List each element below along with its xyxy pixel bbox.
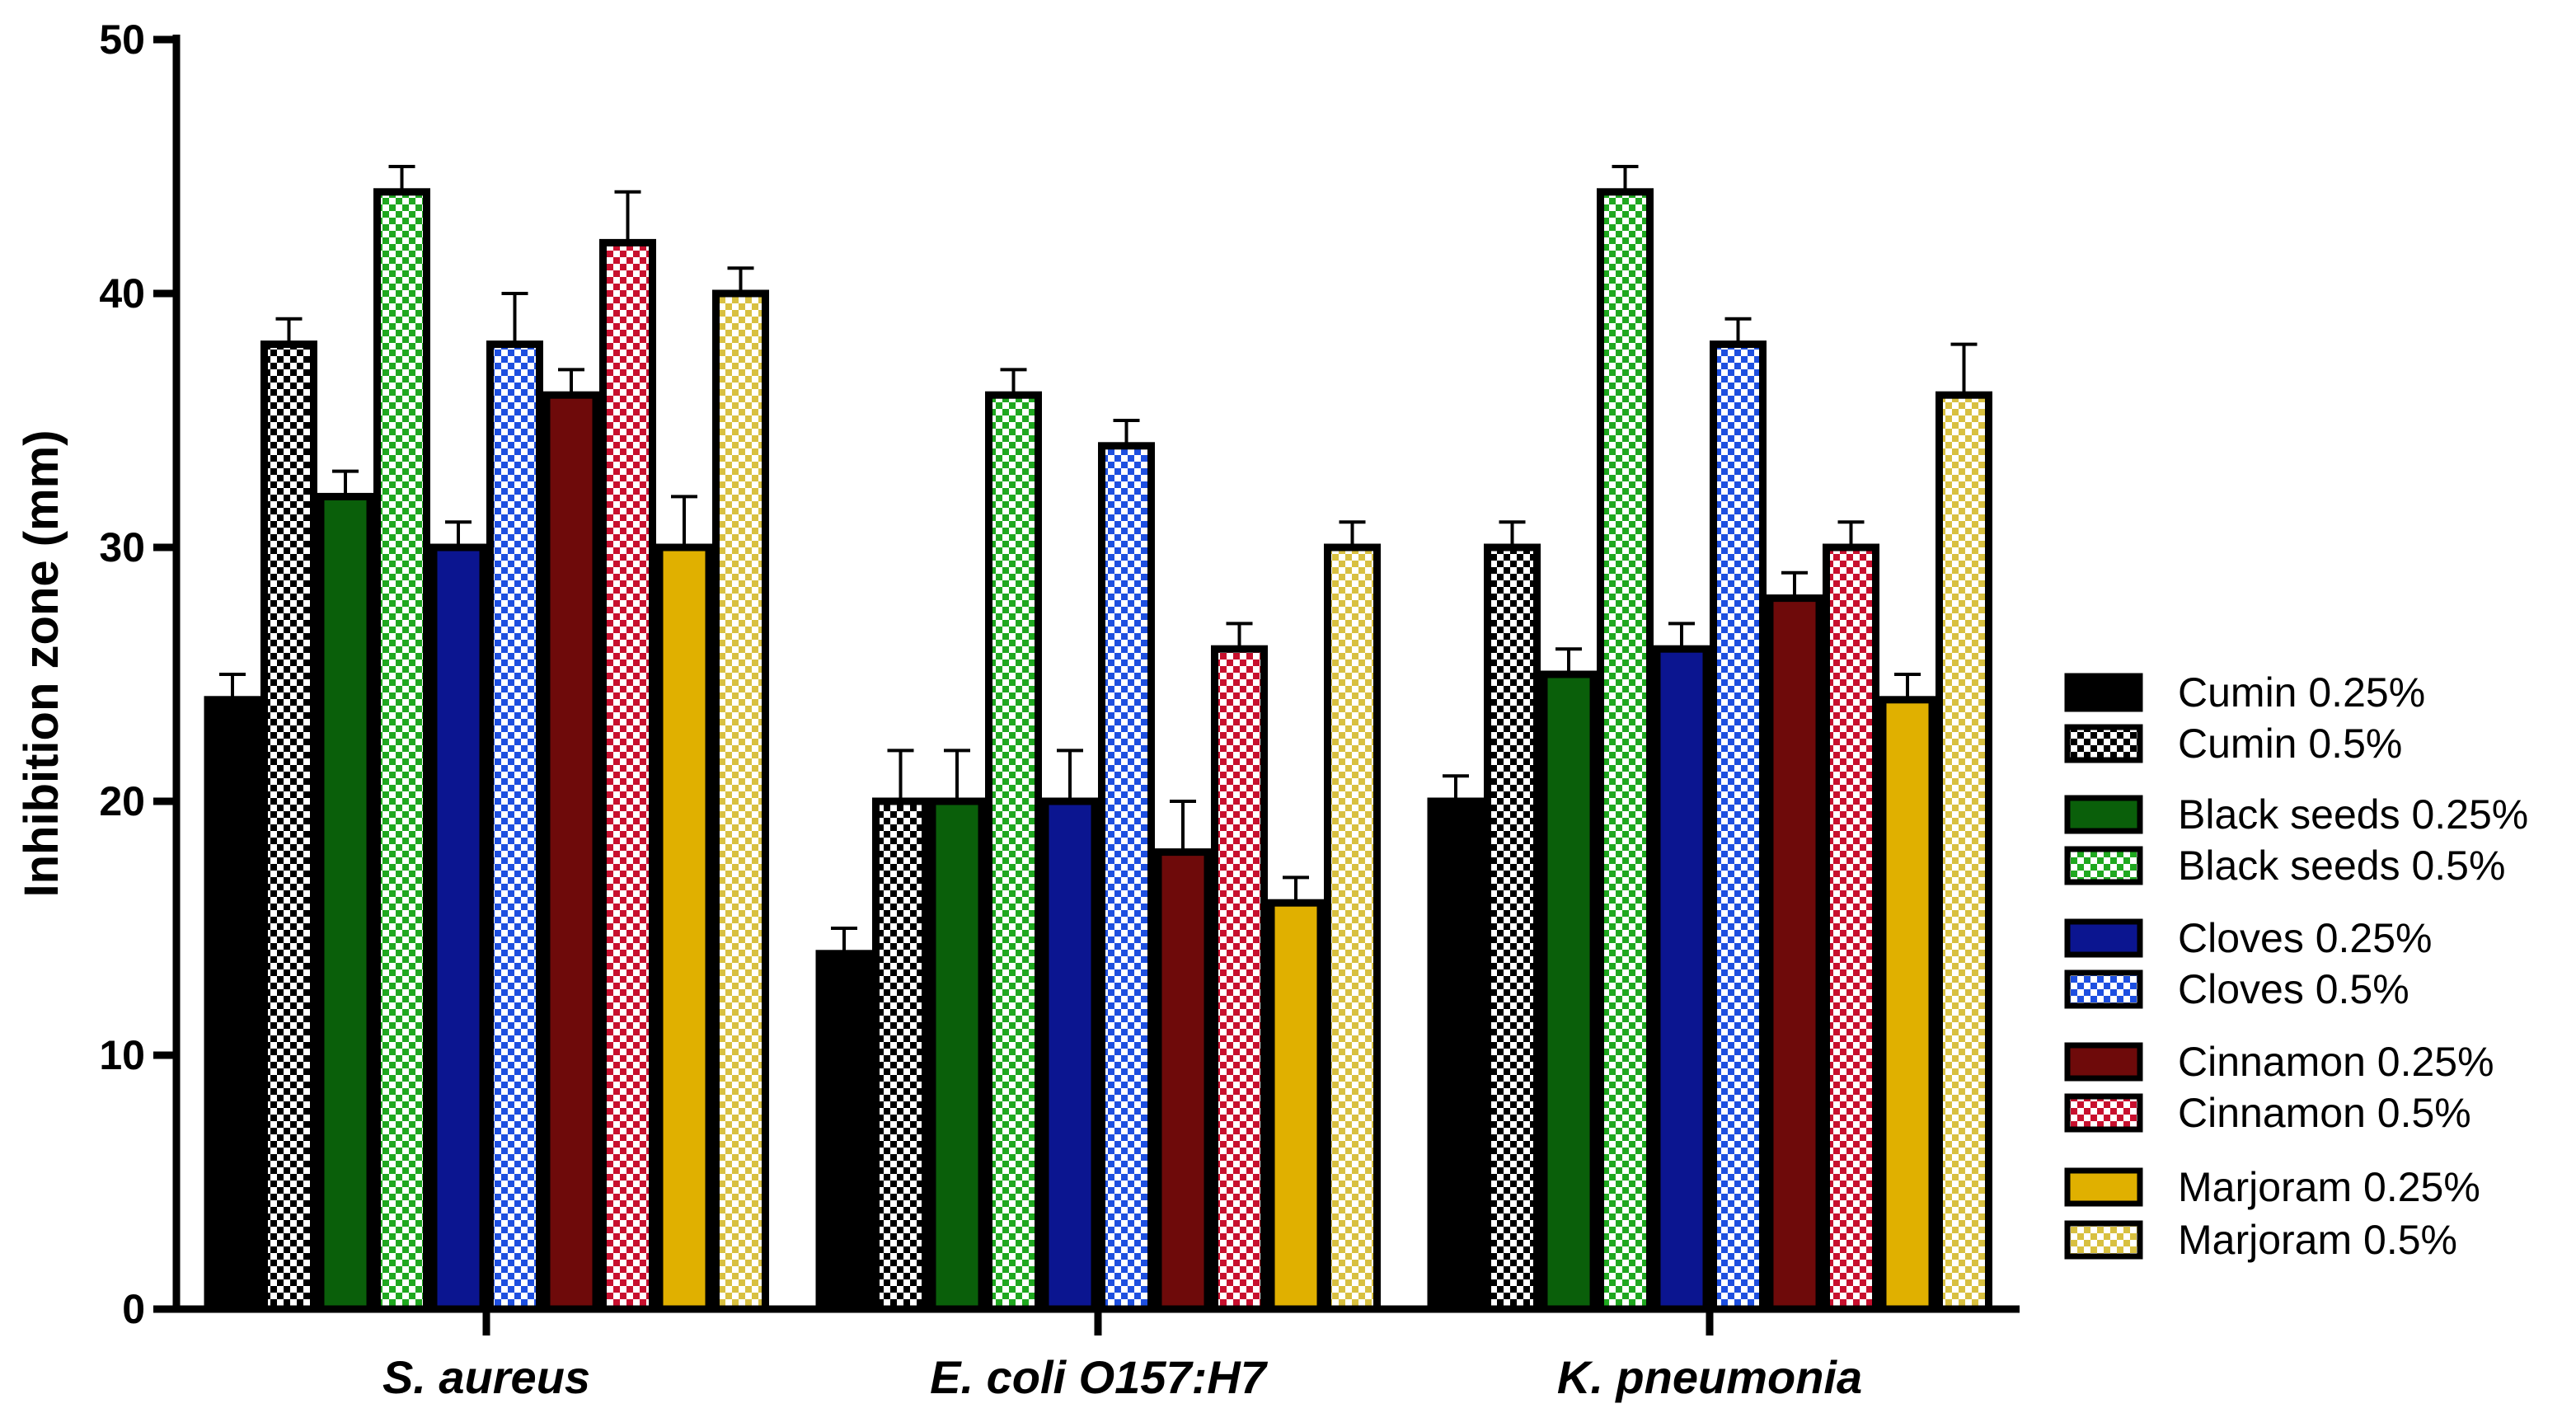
bar-cloves-0-5-s-aureus	[486, 340, 543, 1313]
bars-layer	[204, 165, 1992, 1313]
bar-cloves-0-5-k-pneumonia	[1710, 340, 1767, 1313]
bar-marjoram-0-5-e-coli-o157-h7	[1324, 543, 1381, 1313]
x-category-label-e-coli-o157-h7: E. coli O157:H7	[930, 1351, 1269, 1403]
legend-label-cloves-0-25: Cloves 0.25%	[2178, 915, 2433, 961]
y-tick-label-30: 30	[99, 524, 145, 570]
bar-cinnamon-0-25-k-pneumonia	[1766, 594, 1823, 1313]
bar-marjoram-0-5-s-aureus	[712, 289, 769, 1313]
legend-item-cinnamon-0-25: Cinnamon 0.25%	[2064, 1039, 2494, 1085]
legend-swatch-marjoram-0-5	[2064, 1220, 2143, 1260]
bar-cumin-0-25-s-aureus	[204, 696, 261, 1313]
bar-cumin-0-5-k-pneumonia	[1484, 543, 1541, 1313]
y-tick-label-10: 10	[99, 1032, 145, 1078]
legend-swatch-cinnamon-0-25	[2064, 1042, 2143, 1082]
legend-label-cinnamon-0-25: Cinnamon 0.25%	[2178, 1039, 2494, 1085]
bar-black-seeds-0-5-e-coli-o157-h7	[985, 391, 1042, 1313]
bar-black-seeds-0-25-e-coli-o157-h7	[928, 797, 986, 1313]
bar-cinnamon-0-5-e-coli-o157-h7	[1211, 645, 1268, 1313]
bar-cloves-0-25-s-aureus	[429, 543, 487, 1313]
bar-cinnamon-0-25-e-coli-o157-h7	[1154, 848, 1212, 1313]
bar-cumin-0-25-e-coli-o157-h7	[815, 950, 873, 1313]
legend-item-marjoram-0-25: Marjoram 0.25%	[2064, 1164, 2480, 1210]
bar-black-seeds-0-25-s-aureus	[317, 492, 374, 1313]
bar-marjoram-0-25-e-coli-o157-h7	[1267, 899, 1325, 1313]
bar-black-seeds-0-5-k-pneumonia	[1597, 188, 1654, 1313]
legend-item-marjoram-0-5: Marjoram 0.5%	[2064, 1217, 2457, 1263]
x-category-label-s-aureus: S. aureus	[382, 1351, 590, 1403]
legend-label-cinnamon-0-5: Cinnamon 0.5%	[2178, 1090, 2471, 1136]
legend-swatch-marjoram-0-25	[2064, 1167, 2143, 1207]
y-tick-label-0: 0	[122, 1286, 145, 1332]
axes-layer: 0 10 20 30 40 50 S. aureus E. coli O157:H7 K. pn…	[99, 16, 2020, 1403]
legend-label-marjoram-0-5: Marjoram 0.5%	[2178, 1217, 2457, 1263]
bar-cloves-0-25-k-pneumonia	[1653, 645, 1710, 1313]
legend-swatch-cumin-0-25	[2064, 673, 2143, 712]
legend-label-black-seeds-0-5: Black seeds 0.5%	[2178, 843, 2505, 889]
legend-item-cloves-0-5: Cloves 0.5%	[2064, 966, 2409, 1012]
legend-swatch-black-seeds-0-5	[2064, 846, 2143, 885]
x-category-label-k-pneumonia: K. pneumonia	[1557, 1351, 1862, 1403]
y-axis-label: Inhibition zone (mm)	[15, 430, 68, 897]
legend-swatch-black-seeds-0-25	[2064, 795, 2143, 834]
legend-item-cloves-0-25: Cloves 0.25%	[2064, 915, 2433, 961]
y-tick-label-20: 20	[99, 778, 145, 824]
bar-marjoram-0-25-s-aureus	[655, 543, 713, 1313]
legend-label-black-seeds-0-25: Black seeds 0.25%	[2178, 791, 2528, 838]
legend-label-cumin-0-5: Cumin 0.5%	[2178, 721, 2402, 767]
legend-swatch-cloves-0-25	[2064, 918, 2143, 958]
bar-cloves-0-5-e-coli-o157-h7	[1098, 442, 1155, 1313]
legend-item-cinnamon-0-5: Cinnamon 0.5%	[2064, 1090, 2471, 1136]
legend-item-black-seeds-0-25: Black seeds 0.25%	[2064, 791, 2528, 838]
legend-item-cumin-0-25: Cumin 0.25%	[2064, 669, 2425, 716]
bar-black-seeds-0-5-s-aureus	[373, 188, 430, 1313]
legend: Cumin 0.25% Cumin 0.5% Black seeds 0.25% Bl…	[2064, 669, 2528, 1263]
legend-swatch-cinnamon-0-5	[2064, 1093, 2143, 1133]
bar-marjoram-0-5-k-pneumonia	[1936, 391, 1992, 1313]
bar-cinnamon-0-25-s-aureus	[542, 391, 600, 1313]
bar-cumin-0-25-k-pneumonia	[1427, 797, 1485, 1313]
bar-black-seeds-0-25-k-pneumonia	[1540, 670, 1598, 1313]
bar-cumin-0-5-s-aureus	[260, 340, 317, 1313]
bar-cloves-0-25-e-coli-o157-h7	[1041, 797, 1099, 1313]
legend-item-black-seeds-0-5: Black seeds 0.5%	[2064, 843, 2505, 889]
legend-label-marjoram-0-25: Marjoram 0.25%	[2178, 1164, 2480, 1210]
legend-swatch-cumin-0-5	[2064, 724, 2143, 763]
bar-cinnamon-0-5-s-aureus	[599, 238, 656, 1313]
y-tick-label-40: 40	[99, 270, 145, 317]
bar-cinnamon-0-5-k-pneumonia	[1823, 543, 1879, 1313]
bar-marjoram-0-25-k-pneumonia	[1879, 696, 1936, 1313]
y-tick-label-50: 50	[99, 16, 145, 63]
legend-item-cumin-0-5: Cumin 0.5%	[2064, 721, 2402, 767]
bar-cumin-0-5-e-coli-o157-h7	[872, 797, 929, 1313]
legend-label-cloves-0-5: Cloves 0.5%	[2178, 966, 2409, 1012]
legend-swatch-cloves-0-5	[2064, 969, 2143, 1009]
legend-label-cumin-0-25: Cumin 0.25%	[2178, 669, 2425, 716]
